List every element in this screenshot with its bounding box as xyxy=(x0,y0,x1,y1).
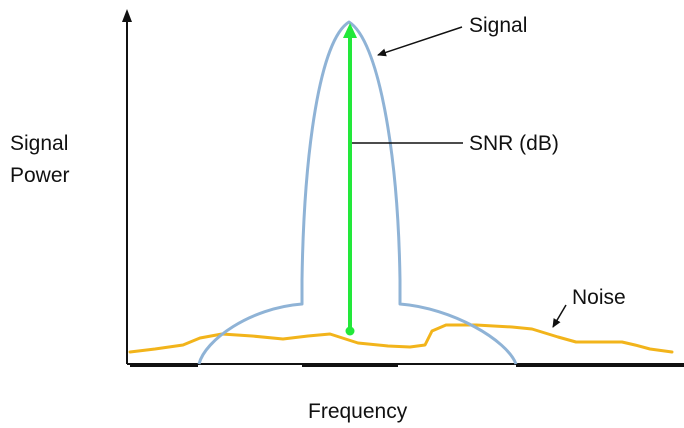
noise-pointer xyxy=(552,304,567,328)
y-axis-label-line1: Signal xyxy=(10,132,69,155)
x-axis-label: Frequency xyxy=(308,400,408,423)
snr-arrow-base-dot xyxy=(345,326,355,336)
snr-label: SNR (dB) xyxy=(469,132,559,155)
y-axis-arrowhead xyxy=(122,9,132,22)
signal-label: Signal xyxy=(469,14,528,37)
signal-pointer xyxy=(377,26,463,57)
signal-curve xyxy=(197,20,518,365)
y-axis-label-line2: Power xyxy=(10,164,70,187)
noise-curve xyxy=(128,323,674,354)
y-axis-label: Signal Power xyxy=(10,128,70,192)
noise-label: Noise xyxy=(572,286,626,309)
snr-arrowhead xyxy=(343,23,357,38)
